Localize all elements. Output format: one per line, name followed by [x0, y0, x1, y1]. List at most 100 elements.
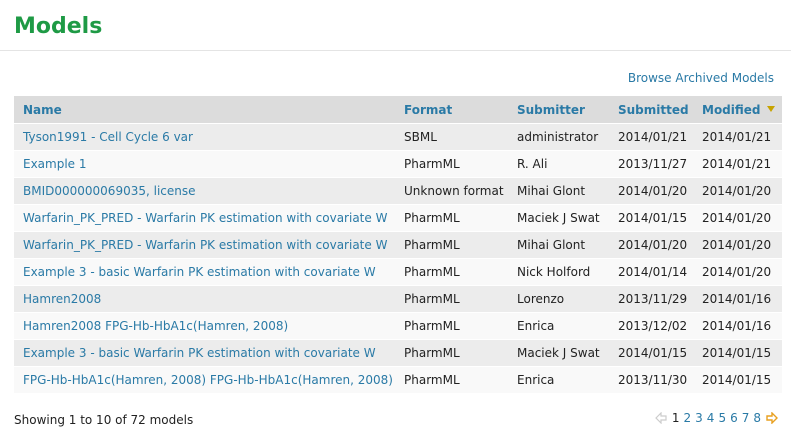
model-name-link[interactable]: Tyson1991 - Cell Cycle 6 var [23, 130, 193, 144]
cell-name: BMID000000069035, license [14, 177, 395, 205]
cell-format: SBML [395, 123, 508, 151]
model-name-link[interactable]: Warfarin_PK_PRED - Warfarin PK estimatio… [23, 238, 388, 252]
model-name-link[interactable]: Hamren2008 FPG-Hb-HbA1c(Hamren, 2008) [23, 319, 289, 333]
cell-modified: 2014/01/15 [693, 366, 782, 393]
cell-submitted: 2014/01/21 [609, 123, 693, 151]
table-row: FPG-Hb-HbA1c(Hamren, 2008) FPG-Hb-HbA1c(… [14, 366, 782, 393]
page-link-1[interactable]: 1 [671, 411, 680, 425]
cell-submitter: Maciek J Swat [508, 204, 609, 232]
cell-format: PharmML [395, 150, 508, 178]
cell-submitter: Mihai Glont [508, 231, 609, 259]
page-link-5[interactable]: 5 [718, 411, 727, 425]
page-link-7[interactable]: 7 [741, 411, 750, 425]
cell-submitted: 2014/01/15 [609, 339, 693, 367]
cell-name: Example 1 [14, 150, 395, 178]
column-header-submitter-label: Submitter [517, 102, 585, 117]
cell-submitter: Lorenzo [508, 285, 609, 313]
cell-name: Hamren2008 FPG-Hb-HbA1c(Hamren, 2008) [14, 312, 395, 340]
table-row: Tyson1991 - Cell Cycle 6 var SBML administ… [14, 123, 782, 151]
cell-submitted: 2013/11/29 [609, 285, 693, 313]
cell-submitter: Maciek J Swat [508, 339, 609, 367]
cell-name: FPG-Hb-HbA1c(Hamren, 2008) FPG-Hb-HbA1c(… [14, 366, 395, 393]
page-link-8[interactable]: 8 [753, 411, 761, 425]
cell-modified: 2014/01/16 [693, 312, 782, 340]
model-name-link[interactable]: FPG-Hb-HbA1c(Hamren, 2008) FPG-Hb-HbA1c(… [23, 373, 393, 387]
arrow-left-icon[interactable] [655, 411, 667, 425]
page-title: Models [14, 14, 103, 39]
model-name-link[interactable]: Example 1 [23, 157, 87, 171]
browse-archived-models-link[interactable]: Browse Archived Models [627, 71, 774, 85]
cell-format: PharmML [395, 285, 508, 313]
cell-submitter: Mihai Glont [508, 177, 609, 205]
table-row: BMID000000069035, license Unknown format M… [14, 177, 782, 205]
cell-modified: 2014/01/20 [693, 258, 782, 286]
cell-name: Tyson1991 - Cell Cycle 6 var [14, 123, 395, 151]
column-header-submitter[interactable]: Submitter [508, 96, 609, 124]
cell-submitted: 2014/01/20 [609, 231, 693, 259]
page-link-4[interactable]: 4 [706, 411, 715, 425]
table-row: Example 1 PharmML R. Ali 2013/11/27 2014/01/… [14, 150, 782, 178]
model-name-link[interactable]: BMID000000069035, license [23, 184, 196, 198]
cell-format: PharmML [395, 231, 508, 259]
results-summary: Showing 1 to 10 of 72 models [14, 413, 194, 427]
cell-format: Unknown format [395, 177, 508, 205]
table-header-row: Name Format Submitter Submitted Modified [14, 96, 782, 124]
table-row: Warfarin_PK_PRED - Warfarin PK estimatio… [14, 231, 782, 259]
sort-descending-icon [766, 106, 775, 112]
cell-submitted: 2013/11/27 [609, 150, 693, 178]
cell-format: PharmML [395, 258, 508, 286]
cell-submitter: R. Ali [508, 150, 609, 178]
cell-submitted: 2013/12/02 [609, 312, 693, 340]
cell-format: PharmML [395, 312, 508, 340]
cell-submitter: Nick Holford [508, 258, 609, 286]
column-header-modified-label: Modified [702, 102, 761, 117]
cell-name: Example 3 - basic Warfarin PK estimation… [14, 339, 395, 367]
title-bar: Models [0, 0, 791, 51]
model-name-link[interactable]: Example 3 - basic Warfarin PK estimation… [23, 265, 376, 279]
cell-format: PharmML [395, 366, 508, 393]
model-name-link[interactable]: Hamren2008 [23, 292, 102, 306]
cell-submitted: 2014/01/14 [609, 258, 693, 286]
table-row: Warfarin_PK_PRED - Warfarin PK estimatio… [14, 204, 782, 232]
cell-name: Warfarin_PK_PRED - Warfarin PK estimatio… [14, 204, 395, 232]
cell-modified: 2014/01/20 [693, 231, 782, 259]
column-header-submitted[interactable]: Submitted [609, 96, 693, 124]
cell-format: PharmML [395, 204, 508, 232]
cell-modified: 2014/01/15 [693, 339, 782, 367]
cell-submitter: Enrica [508, 312, 609, 340]
cell-submitted: 2013/11/30 [609, 366, 693, 393]
column-header-format-label: Format [404, 102, 453, 117]
cell-submitter: Enrica [508, 366, 609, 393]
column-header-name[interactable]: Name [14, 96, 395, 124]
model-name-link[interactable]: Example 3 - basic Warfarin PK estimation… [23, 346, 376, 360]
table-row: Hamren2008 PharmML Lorenzo 2013/11/29 2014/0… [14, 285, 782, 313]
arrow-right-icon[interactable] [766, 411, 778, 425]
page-link-3[interactable]: 3 [695, 411, 703, 425]
column-header-format[interactable]: Format [395, 96, 508, 124]
column-header-name-label: Name [23, 102, 62, 117]
model-name-link[interactable]: Warfarin_PK_PRED - Warfarin PK estimatio… [23, 211, 388, 225]
table-body: Tyson1991 - Cell Cycle 6 var SBML administ… [14, 123, 782, 393]
cell-modified: 2014/01/21 [693, 123, 782, 151]
page-link-2[interactable]: 2 [683, 411, 692, 425]
cell-name: Example 3 - basic Warfarin PK estimation… [14, 258, 395, 286]
table-row: Example 3 - basic Warfarin PK estimation… [14, 339, 782, 367]
table-row: Hamren2008 FPG-Hb-HbA1c(Hamren, 2008) Pha… [14, 312, 782, 340]
cell-submitter: administrator [508, 123, 609, 151]
cell-modified: 2014/01/16 [693, 285, 782, 313]
cell-modified: 2014/01/20 [693, 177, 782, 205]
models-table: Name Format Submitter Submitted Modified… [14, 96, 782, 393]
page-link-6[interactable]: 6 [730, 411, 738, 425]
cell-modified: 2014/01/21 [693, 150, 782, 178]
cell-name: Hamren2008 [14, 285, 395, 313]
column-header-modified[interactable]: Modified [693, 96, 782, 124]
cell-submitted: 2014/01/15 [609, 204, 693, 232]
cell-modified: 2014/01/20 [693, 204, 782, 232]
column-header-submitted-label: Submitted [618, 102, 689, 117]
cell-format: PharmML [395, 339, 508, 367]
table-row: Example 3 - basic Warfarin PK estimation… [14, 258, 782, 286]
cell-name: Warfarin_PK_PRED - Warfarin PK estimatio… [14, 231, 395, 259]
cell-submitted: 2014/01/20 [609, 177, 693, 205]
